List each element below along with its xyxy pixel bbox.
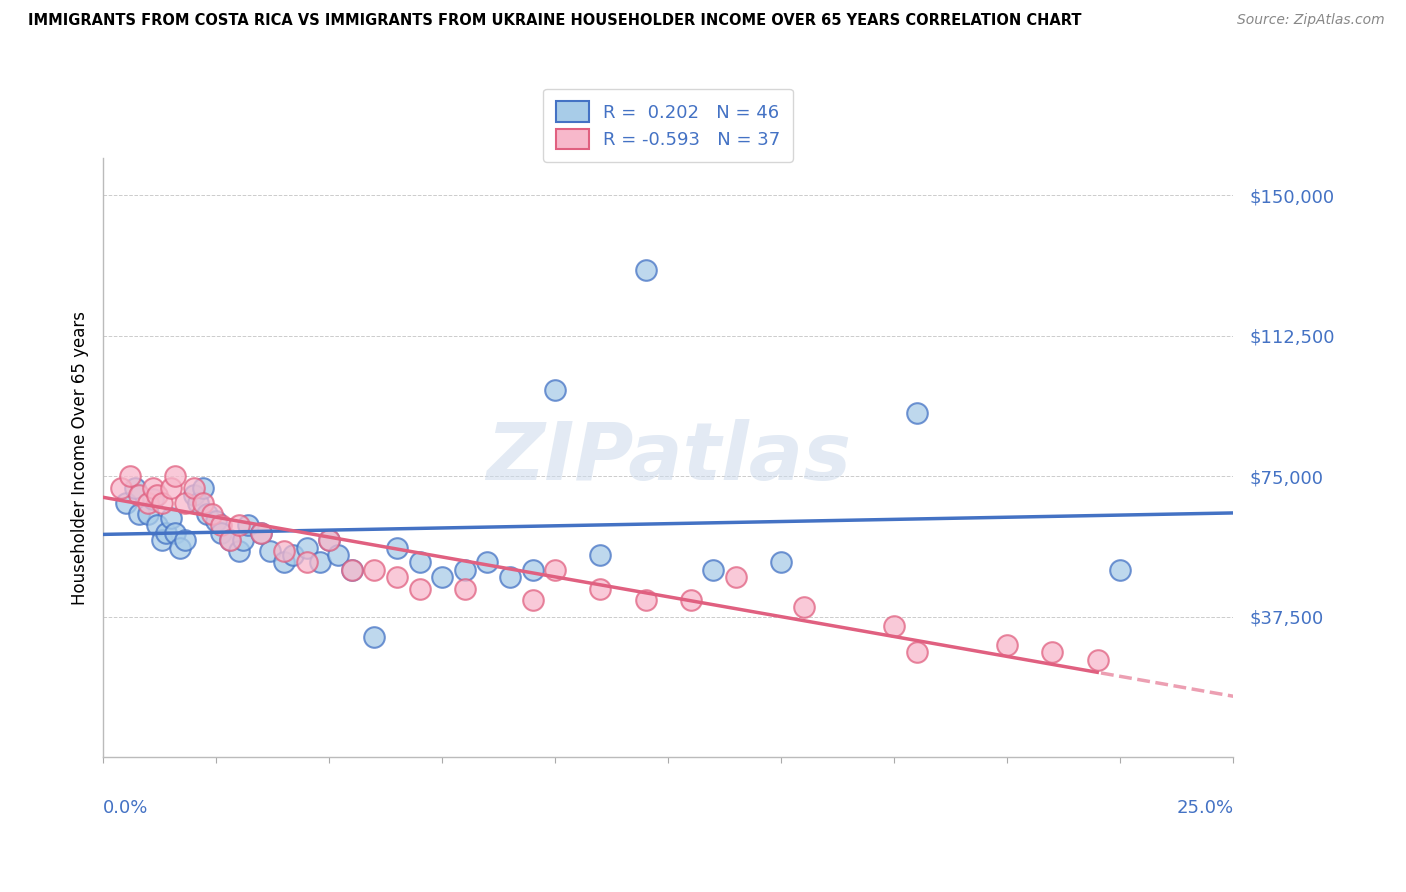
Point bbox=[1042, 645, 1064, 659]
Point bbox=[205, 514, 228, 528]
Point bbox=[110, 481, 132, 495]
Point bbox=[1087, 653, 1109, 667]
Point bbox=[183, 488, 205, 502]
Text: Source: ZipAtlas.com: Source: ZipAtlas.com bbox=[1237, 13, 1385, 28]
Point bbox=[150, 495, 173, 509]
Point bbox=[209, 525, 232, 540]
Point bbox=[169, 541, 191, 555]
Point bbox=[150, 533, 173, 547]
Point bbox=[142, 481, 165, 495]
Point bbox=[191, 481, 214, 495]
Point bbox=[160, 481, 183, 495]
Point bbox=[165, 469, 187, 483]
Point bbox=[128, 507, 150, 521]
Point bbox=[544, 383, 567, 397]
Point bbox=[128, 488, 150, 502]
Point bbox=[995, 638, 1018, 652]
Legend: R =  0.202   N = 46, R = -0.593   N = 37: R = 0.202 N = 46, R = -0.593 N = 37 bbox=[544, 89, 793, 162]
Point bbox=[454, 582, 477, 596]
Point bbox=[295, 541, 318, 555]
Point bbox=[187, 495, 209, 509]
Text: IMMIGRANTS FROM COSTA RICA VS IMMIGRANTS FROM UKRAINE HOUSEHOLDER INCOME OVER 65: IMMIGRANTS FROM COSTA RICA VS IMMIGRANTS… bbox=[28, 13, 1081, 29]
Point bbox=[138, 495, 160, 509]
Point bbox=[544, 563, 567, 577]
Point bbox=[142, 491, 165, 506]
Point bbox=[679, 593, 702, 607]
Point bbox=[183, 481, 205, 495]
Point bbox=[232, 533, 254, 547]
Point bbox=[522, 563, 544, 577]
Point bbox=[281, 548, 304, 562]
Point bbox=[160, 510, 183, 524]
Point bbox=[430, 570, 453, 584]
Point bbox=[318, 533, 340, 547]
Point bbox=[218, 533, 240, 547]
Point bbox=[124, 481, 146, 495]
Point bbox=[408, 582, 430, 596]
Point bbox=[363, 631, 385, 645]
Point bbox=[295, 556, 318, 570]
Point bbox=[209, 518, 232, 533]
Point bbox=[477, 556, 499, 570]
Point bbox=[385, 570, 408, 584]
Point bbox=[228, 544, 250, 558]
Text: 0.0%: 0.0% bbox=[103, 799, 149, 817]
Point bbox=[328, 548, 350, 562]
Point bbox=[634, 263, 657, 277]
Point bbox=[273, 544, 295, 558]
Point bbox=[273, 556, 295, 570]
Point bbox=[454, 563, 477, 577]
Point bbox=[146, 518, 169, 533]
Point bbox=[201, 507, 224, 521]
Point bbox=[250, 525, 273, 540]
Point bbox=[146, 488, 169, 502]
Y-axis label: Householder Income Over 65 years: Householder Income Over 65 years bbox=[72, 310, 89, 605]
Point bbox=[236, 518, 259, 533]
Point bbox=[191, 495, 214, 509]
Point bbox=[259, 544, 281, 558]
Text: ZIPatlas: ZIPatlas bbox=[485, 418, 851, 497]
Point bbox=[173, 533, 195, 547]
Point bbox=[905, 406, 928, 420]
Point bbox=[120, 469, 142, 483]
Point bbox=[589, 548, 612, 562]
Text: 25.0%: 25.0% bbox=[1177, 799, 1233, 817]
Point bbox=[340, 563, 363, 577]
Point bbox=[905, 645, 928, 659]
Point bbox=[340, 563, 363, 577]
Point bbox=[318, 533, 340, 547]
Point bbox=[1109, 563, 1132, 577]
Point bbox=[634, 593, 657, 607]
Point bbox=[522, 593, 544, 607]
Point bbox=[309, 556, 332, 570]
Point bbox=[250, 525, 273, 540]
Point bbox=[195, 507, 218, 521]
Point bbox=[385, 541, 408, 555]
Point bbox=[363, 563, 385, 577]
Point bbox=[724, 570, 747, 584]
Point bbox=[702, 563, 724, 577]
Point bbox=[138, 507, 160, 521]
Point bbox=[770, 556, 793, 570]
Point bbox=[883, 619, 905, 633]
Point bbox=[165, 525, 187, 540]
Point bbox=[499, 570, 522, 584]
Point bbox=[173, 495, 195, 509]
Point bbox=[793, 600, 815, 615]
Point bbox=[589, 582, 612, 596]
Point bbox=[228, 518, 250, 533]
Point bbox=[218, 533, 240, 547]
Point bbox=[114, 495, 136, 509]
Point bbox=[155, 525, 177, 540]
Point bbox=[408, 556, 430, 570]
